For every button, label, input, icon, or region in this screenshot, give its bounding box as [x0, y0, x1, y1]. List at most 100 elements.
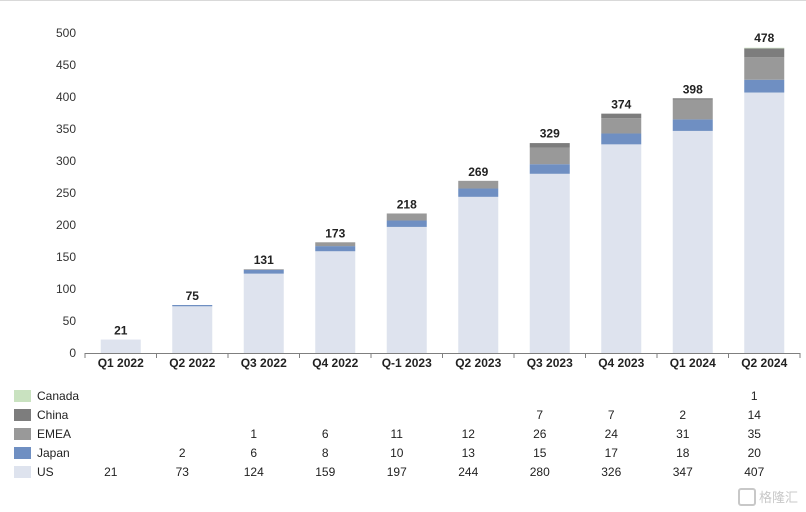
bar-segment-japan	[744, 79, 785, 93]
table-value: 244	[458, 465, 478, 479]
table-value: 407	[744, 465, 764, 479]
total-label: 374	[611, 98, 631, 112]
table-value: 10	[390, 446, 404, 460]
bar-segment-japan	[529, 164, 570, 174]
bar-segment-japan	[386, 220, 427, 227]
table-value: 1	[751, 389, 758, 403]
bar-segment-japan	[458, 188, 499, 197]
total-label: 131	[254, 253, 274, 267]
bar-segment-japan	[315, 246, 356, 252]
bar-segment-china	[529, 143, 570, 148]
x-tick-label: Q‑1 2023	[382, 356, 432, 370]
bar-segment-emea	[744, 57, 785, 80]
y-tick-label: 350	[56, 122, 76, 136]
total-label: 173	[325, 226, 345, 240]
y-tick-label: 500	[56, 26, 76, 40]
legend-label-canada: Canada	[37, 389, 79, 403]
table-value: 2	[679, 408, 686, 422]
y-tick-label: 100	[56, 282, 76, 296]
legend-swatch-us	[14, 466, 31, 478]
table-value: 17	[605, 446, 619, 460]
x-tick-label: Q1 2022	[98, 356, 144, 370]
table-value: 24	[605, 427, 619, 441]
x-tick-label: Q4 2022	[312, 356, 358, 370]
table-value: 326	[601, 465, 621, 479]
legend-label-us: US	[37, 465, 54, 479]
y-tick-label: 0	[69, 346, 76, 360]
bar-segment-japan	[601, 133, 642, 145]
y-tick-label: 450	[56, 58, 76, 72]
table-value: 280	[530, 465, 550, 479]
bar-segment-us	[672, 130, 713, 353]
table-value: 6	[250, 446, 257, 460]
table-value: 7	[536, 408, 543, 422]
bar-segment-us	[172, 306, 213, 353]
table-value: 73	[176, 465, 190, 479]
total-label: 218	[397, 197, 417, 211]
legend-swatch-canada	[14, 390, 31, 402]
table-value: 26	[533, 427, 547, 441]
table-value: 124	[244, 465, 264, 479]
bar-segment-emea	[243, 269, 284, 270]
total-label: 269	[468, 165, 488, 179]
table-value: 31	[676, 427, 690, 441]
bar-segment-japan	[243, 269, 284, 274]
legend-label-emea: EMEA	[37, 427, 71, 441]
table-value: 13	[462, 446, 476, 460]
table-value: 2	[179, 446, 186, 460]
x-tick-label: Q2 2024	[741, 356, 787, 370]
table-value: 11	[391, 427, 404, 441]
bar-segment-canada	[744, 47, 785, 49]
legend-label-china: China	[37, 408, 69, 422]
bar-segment-japan	[672, 119, 713, 131]
bar-segment-emea	[529, 147, 570, 165]
legend-swatch-china	[14, 409, 31, 421]
table-value: 7	[608, 408, 615, 422]
table-value: 159	[315, 465, 335, 479]
bar-segment-emea	[386, 213, 427, 221]
y-tick-label: 150	[56, 250, 76, 264]
legend-swatch-japan	[14, 447, 31, 459]
y-tick-label: 250	[56, 186, 76, 200]
total-label: 21	[114, 324, 128, 338]
table-value: 347	[673, 465, 693, 479]
legend-swatch-emea	[14, 428, 31, 440]
bar-segment-emea	[601, 118, 642, 134]
bar-segment-emea	[458, 180, 499, 189]
watermark: 格隆汇	[737, 487, 798, 506]
total-label: 478	[754, 31, 774, 45]
bar-segment-us	[744, 92, 785, 354]
table-value: 12	[462, 427, 476, 441]
watermark-logo-icon	[737, 488, 756, 506]
watermark-text: 格隆汇	[758, 491, 798, 506]
bar-segment-us	[458, 196, 499, 353]
y-tick-label: 50	[63, 314, 77, 328]
table-value: 20	[748, 446, 762, 460]
table-value: 18	[676, 446, 690, 460]
bar-segment-japan	[172, 305, 213, 307]
bar-segment-china	[601, 113, 642, 119]
table-value: 15	[533, 446, 547, 460]
bar-segment-us	[243, 273, 284, 353]
table-value: 1	[250, 427, 257, 441]
table-value: 14	[748, 408, 762, 422]
table-value: 6	[322, 427, 329, 441]
bar-segment-china	[672, 98, 713, 100]
bar-segment-emea	[672, 99, 713, 120]
total-label: 398	[683, 82, 703, 96]
x-tick-label: Q2 2023	[455, 356, 501, 370]
x-tick-label: Q3 2022	[241, 356, 287, 370]
x-tick-label: Q4 2023	[598, 356, 644, 370]
table-value: 8	[322, 446, 329, 460]
x-tick-label: Q2 2022	[169, 356, 215, 370]
table-value: 21	[104, 465, 118, 479]
total-label: 329	[540, 126, 560, 140]
bar-segment-us	[529, 173, 570, 353]
bar-segment-us	[100, 339, 141, 353]
table-value: 197	[387, 465, 407, 479]
bar-segment-china	[744, 48, 785, 58]
total-label: 75	[186, 289, 200, 303]
y-tick-label: 400	[56, 90, 76, 104]
bar-segment-us	[386, 226, 427, 353]
